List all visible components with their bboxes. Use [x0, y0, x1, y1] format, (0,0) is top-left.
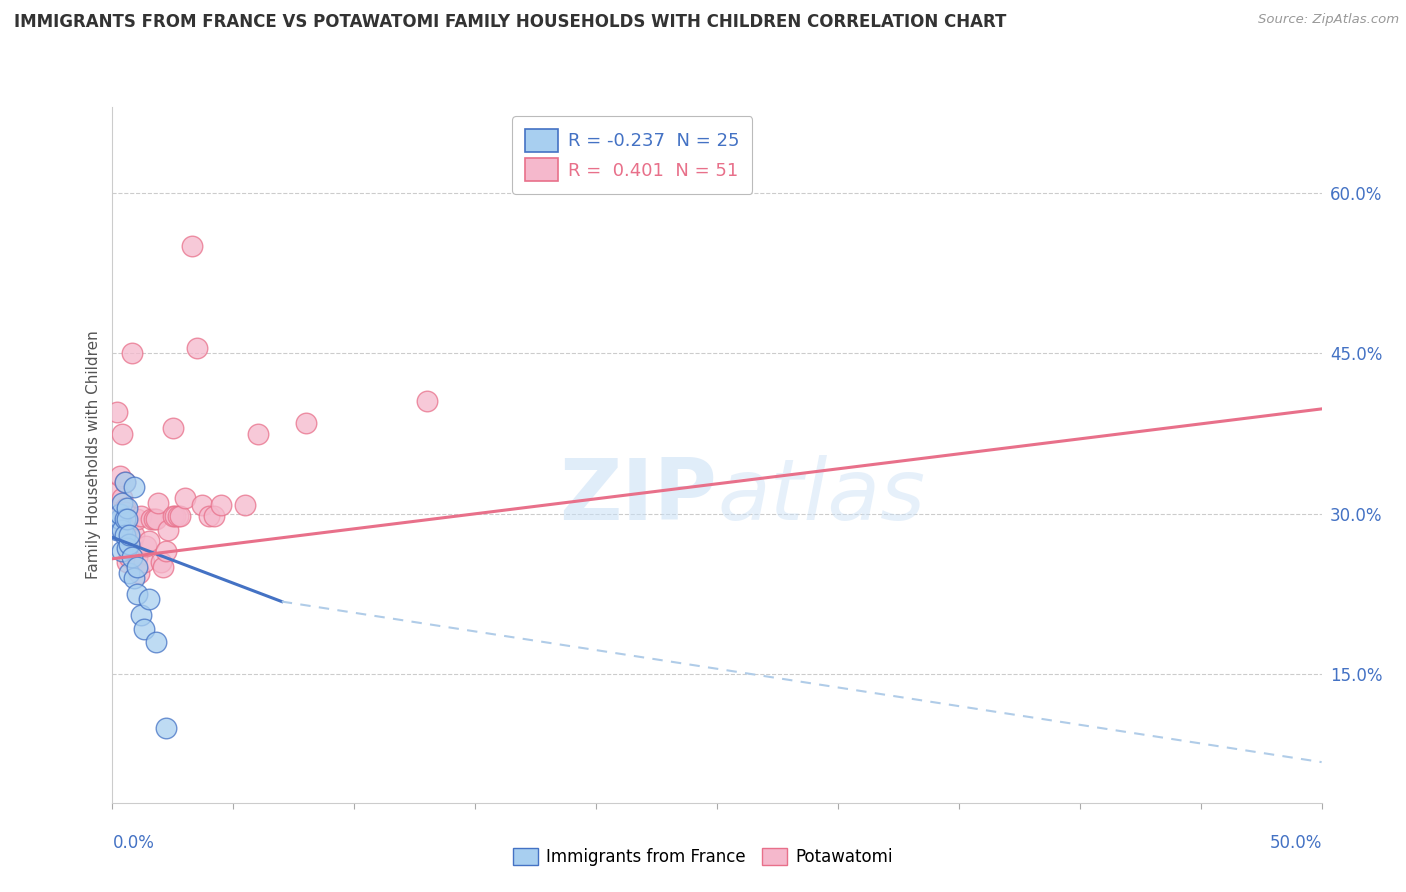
Point — [148, 496, 170, 510]
Point — [122, 480, 145, 494]
Point — [118, 549, 141, 564]
Point — [121, 346, 143, 360]
Point — [235, 498, 257, 512]
Point — [122, 571, 145, 585]
Point — [115, 512, 138, 526]
Point — [135, 539, 157, 553]
Point — [125, 549, 148, 564]
Point — [202, 508, 225, 523]
Point — [181, 239, 204, 253]
Text: Source: ZipAtlas.com: Source: ZipAtlas.com — [1258, 13, 1399, 27]
Point — [174, 491, 197, 505]
Point — [132, 555, 155, 569]
Text: atlas: atlas — [717, 455, 925, 538]
Point — [142, 512, 165, 526]
Point — [111, 491, 134, 505]
Point — [111, 544, 134, 558]
Point — [114, 512, 136, 526]
Point — [111, 523, 134, 537]
Point — [145, 635, 167, 649]
Point — [114, 528, 136, 542]
Point — [118, 566, 141, 580]
Point — [155, 721, 177, 735]
Point — [141, 512, 163, 526]
Text: IMMIGRANTS FROM FRANCE VS POTAWATOMI FAMILY HOUSEHOLDS WITH CHILDREN CORRELATION: IMMIGRANTS FROM FRANCE VS POTAWATOMI FAM… — [14, 13, 1007, 31]
Point — [416, 394, 439, 409]
Point — [105, 405, 128, 419]
Point — [105, 485, 128, 500]
Point — [166, 508, 188, 523]
Point — [114, 505, 136, 519]
Point — [114, 501, 136, 516]
Point — [115, 519, 138, 533]
Point — [209, 498, 232, 512]
Legend: R = -0.237  N = 25, R =  0.401  N = 51: R = -0.237 N = 25, R = 0.401 N = 51 — [512, 116, 752, 194]
Point — [198, 508, 221, 523]
Point — [125, 587, 148, 601]
Point — [132, 623, 155, 637]
Point — [111, 426, 134, 441]
Point — [165, 508, 187, 523]
Text: 50.0%: 50.0% — [1270, 834, 1322, 852]
Point — [162, 421, 184, 435]
Point — [121, 549, 143, 564]
Point — [138, 592, 160, 607]
Point — [111, 496, 134, 510]
Point — [118, 508, 141, 523]
Point — [115, 555, 138, 569]
Point — [128, 566, 150, 580]
Text: 0.0%: 0.0% — [112, 834, 155, 852]
Point — [162, 508, 184, 523]
Point — [131, 508, 153, 523]
Point — [145, 512, 167, 526]
Point — [105, 523, 128, 537]
Point — [114, 523, 136, 537]
Point — [246, 426, 269, 441]
Point — [131, 608, 153, 623]
Point — [115, 501, 138, 516]
Point — [108, 507, 131, 521]
Point — [157, 523, 180, 537]
Point — [186, 341, 208, 355]
Point — [122, 528, 145, 542]
Point — [118, 528, 141, 542]
Point — [118, 537, 141, 551]
Point — [125, 512, 148, 526]
Point — [108, 523, 131, 537]
Point — [108, 512, 131, 526]
Text: ZIP: ZIP — [560, 455, 717, 538]
Point — [111, 508, 134, 523]
Point — [114, 475, 136, 489]
Point — [115, 524, 138, 539]
Point — [108, 507, 131, 521]
Point — [169, 508, 191, 523]
Point — [108, 469, 131, 483]
Y-axis label: Family Households with Children: Family Households with Children — [86, 331, 101, 579]
Point — [152, 560, 174, 574]
Point — [295, 416, 318, 430]
Point — [191, 498, 214, 512]
Point — [138, 533, 160, 548]
Point — [114, 475, 136, 489]
Legend: Immigrants from France, Potawatomi: Immigrants from France, Potawatomi — [505, 840, 901, 875]
Point — [115, 541, 138, 555]
Point — [155, 544, 177, 558]
Point — [125, 560, 148, 574]
Point — [149, 555, 172, 569]
Point — [121, 533, 143, 548]
